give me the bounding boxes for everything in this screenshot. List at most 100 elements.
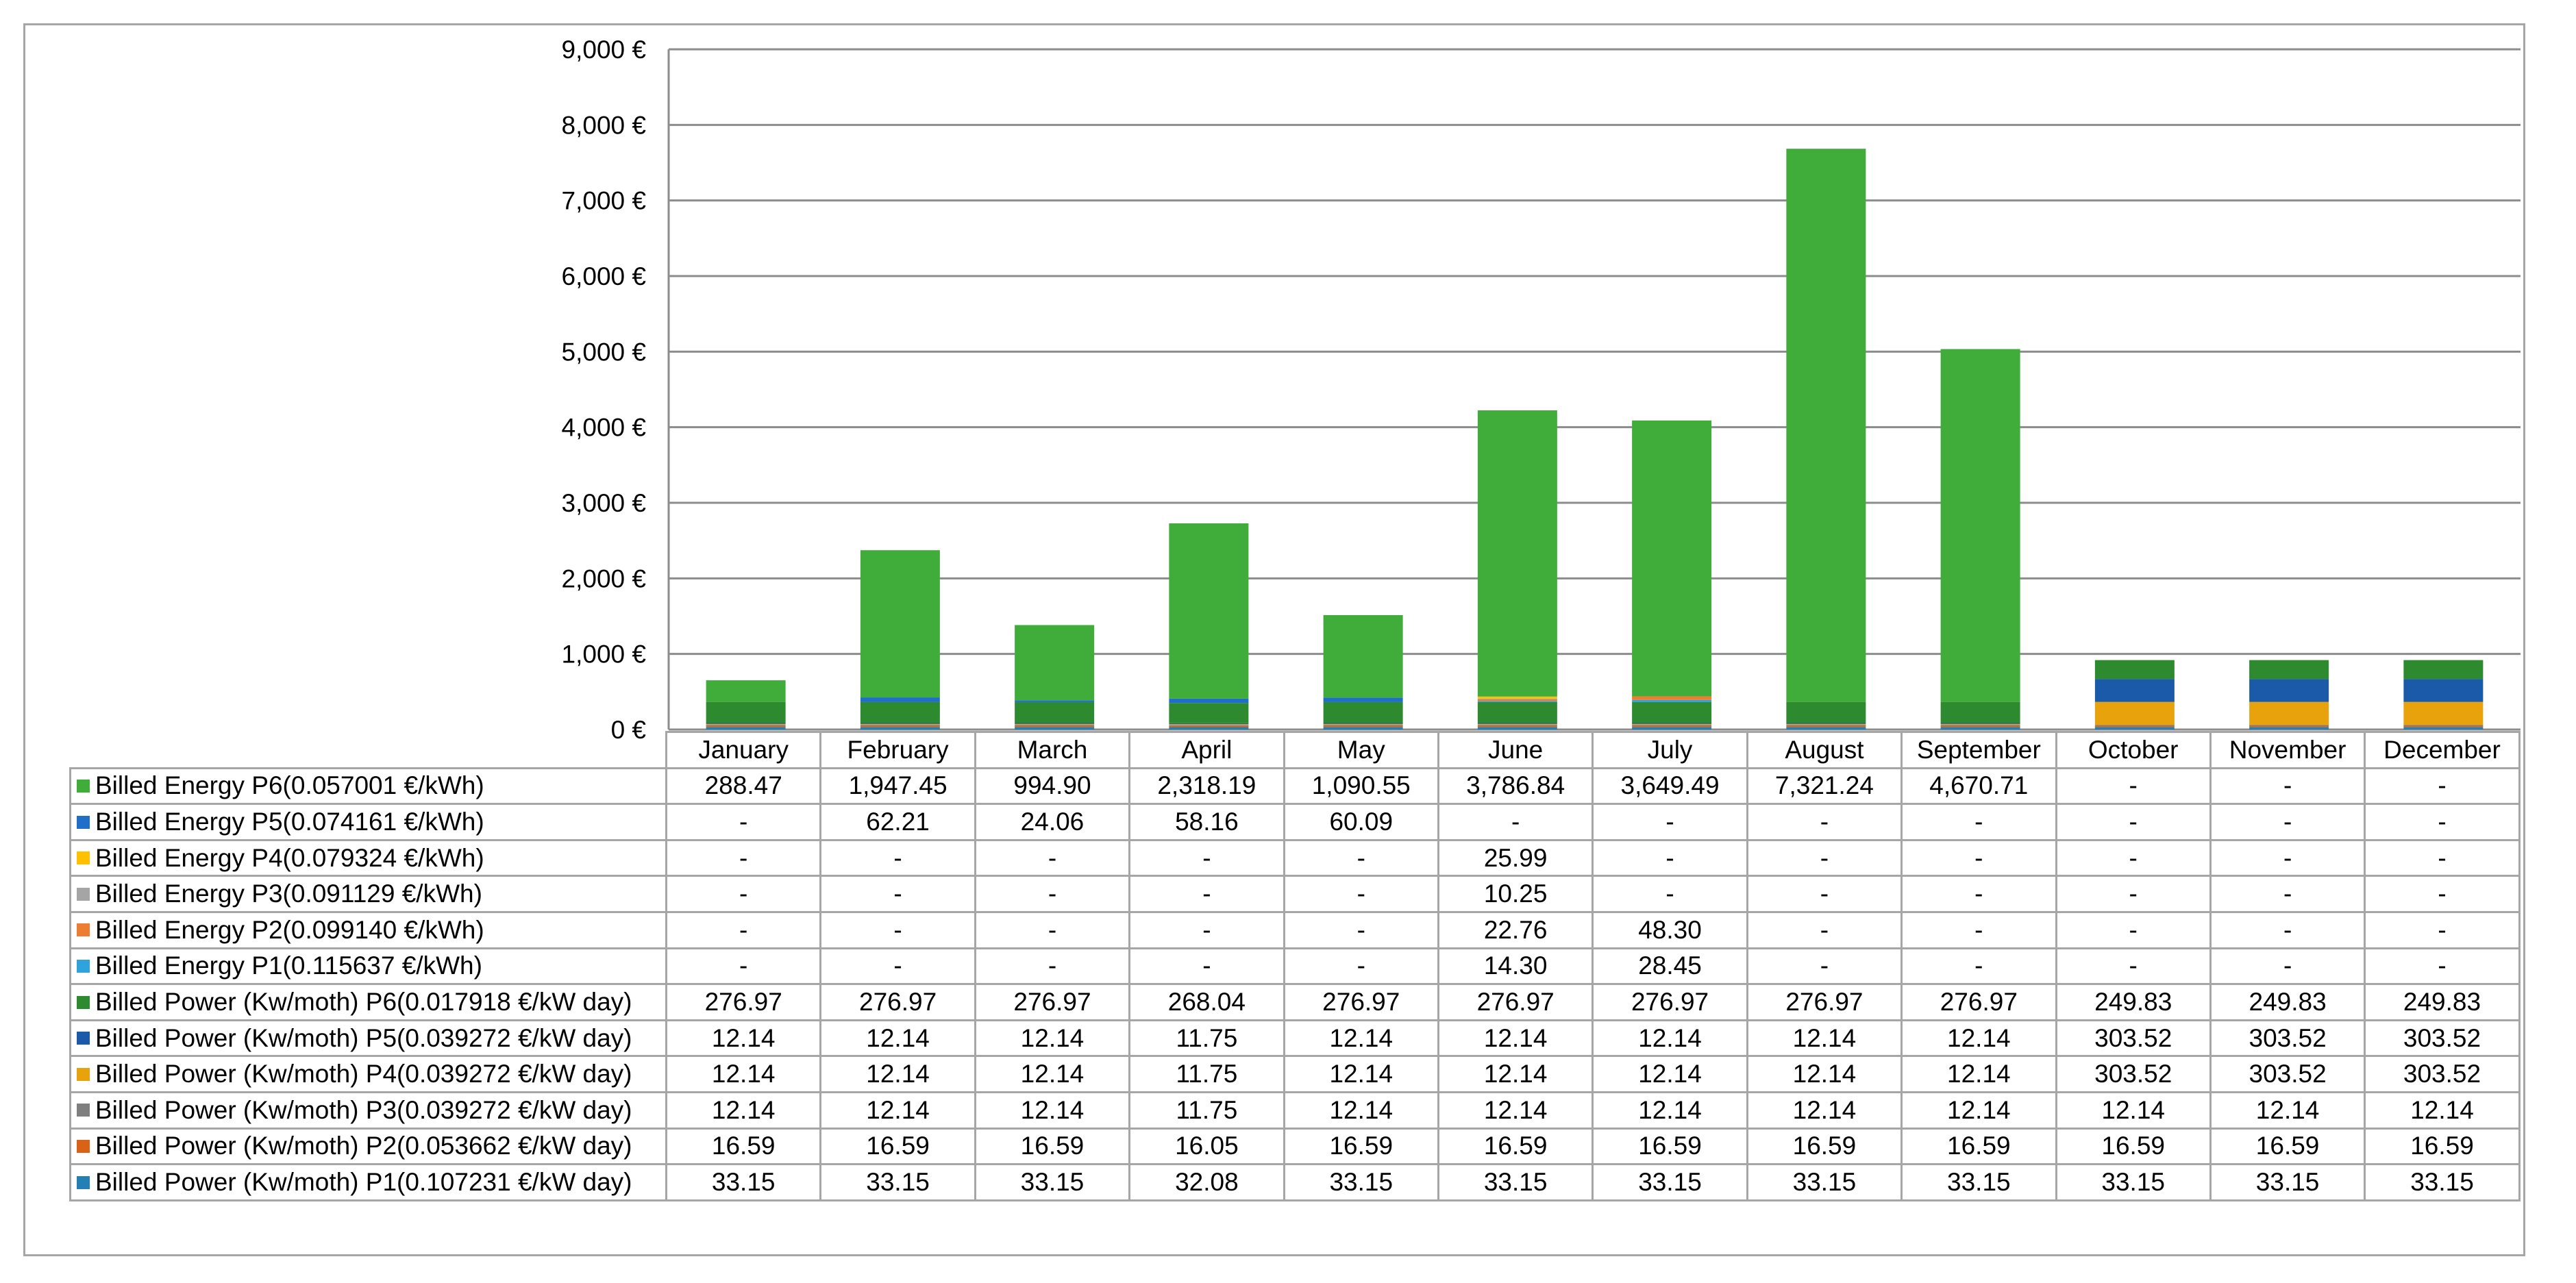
data-label: 12.14 (2210, 1092, 2364, 1128)
bar-segment (706, 680, 786, 702)
bar-segment (1169, 703, 1248, 723)
series-name: Billed Energy P2(0.099140 €/kWh) (95, 916, 484, 944)
data-label: - (1747, 804, 1901, 840)
data-label: - (1593, 804, 1747, 840)
bar-segment (2249, 679, 2329, 701)
bar-segment (2249, 726, 2329, 727)
data-table: January February March April May June July Augu… (69, 731, 2521, 1201)
data-label: 12.14 (1902, 1092, 2056, 1128)
data-label: 12.14 (1438, 1020, 1592, 1056)
y-tick-label: 8,000 € (562, 111, 647, 139)
data-label: 3,786.84 (1438, 768, 1592, 804)
bar-segment (1324, 697, 1403, 702)
data-label: - (821, 948, 975, 984)
table-row: Billed Energy P4(0.079324 €/kWh) - - - - -25.… (71, 840, 2520, 876)
data-label: - (1902, 876, 2056, 912)
bar-segment (1786, 724, 1866, 725)
bar-segment (1015, 724, 1094, 725)
data-label: 276.97 (667, 984, 821, 1021)
bar-segment (1169, 726, 1248, 727)
data-label: 10.25 (1438, 876, 1592, 912)
legend-swatch (77, 780, 90, 793)
legend-entry: Billed Power (Kw/moth) P2(0.053662 €/kW … (71, 1128, 667, 1164)
data-label: - (2210, 876, 2364, 912)
data-label: 12.14 (2365, 1092, 2519, 1128)
data-label: 58.16 (1130, 804, 1284, 840)
bar-segment (1632, 421, 1711, 697)
bar-segment (1169, 723, 1248, 724)
data-label: 16.59 (1902, 1128, 2056, 1164)
bar-segment (2403, 660, 2483, 680)
legend-entry: Billed Power (Kw/moth) P6(0.017918 €/kW … (71, 984, 667, 1021)
data-label: 25.99 (1438, 840, 1592, 876)
bar-segment (1941, 349, 2020, 702)
legend-swatch (77, 923, 90, 936)
data-label: 276.97 (1747, 984, 1901, 1021)
data-label: - (1284, 876, 1438, 912)
data-label: - (667, 876, 821, 912)
table-row: Billed Power (Kw/moth) P6(0.017918 €/kW … (71, 984, 2520, 1021)
data-label: 12.14 (1284, 1020, 1438, 1056)
x-tick-label: March (975, 732, 1129, 769)
bar-segment (1324, 724, 1403, 725)
data-label: - (2365, 840, 2519, 876)
bar-segment (2403, 702, 2483, 725)
bar-segment (2095, 679, 2175, 701)
x-tick-label: August (1747, 732, 1901, 769)
data-label: 12.14 (975, 1092, 1129, 1128)
data-label: 12.14 (1284, 1056, 1438, 1093)
table-row: Billed Power (Kw/moth) P3(0.039272 €/kW … (71, 1092, 2520, 1128)
data-label: 11.75 (1130, 1092, 1284, 1128)
data-label: - (1902, 912, 2056, 948)
data-label: - (2210, 804, 2364, 840)
bar-segment (1324, 615, 1403, 697)
bar-segment (860, 702, 940, 723)
gridlines (669, 49, 2521, 730)
data-label: 12.14 (821, 1056, 975, 1093)
data-label: - (2056, 840, 2210, 876)
data-label: - (2056, 912, 2210, 948)
data-label: 2,318.19 (1130, 768, 1284, 804)
x-tick-label: February (821, 732, 975, 769)
data-label: 288.47 (667, 768, 821, 804)
legend-entry: Billed Energy P6(0.057001 €/kWh) (71, 768, 667, 804)
table-row: Billed Energy P1(0.115637 €/kWh) - - - - -14.… (71, 948, 2520, 984)
data-label: 33.15 (2056, 1164, 2210, 1201)
bar-segment (1786, 726, 1866, 727)
bar-segment (1169, 724, 1248, 725)
data-label: 48.30 (1593, 912, 1747, 948)
bar-segment (860, 727, 940, 730)
data-label: - (1284, 840, 1438, 876)
bar-segment (860, 550, 940, 697)
data-label: 12.14 (821, 1020, 975, 1056)
data-label: 33.15 (1747, 1164, 1901, 1201)
bar-segment (706, 726, 786, 727)
data-label: - (1130, 912, 1284, 948)
data-label: - (2210, 912, 2364, 948)
data-label: 16.59 (1593, 1128, 1747, 1164)
data-label: - (2056, 876, 2210, 912)
bar-segment (1169, 727, 1248, 730)
data-label: - (1130, 876, 1284, 912)
series-name: Billed Energy P6(0.057001 €/kWh) (95, 771, 484, 799)
data-label: 12.14 (1902, 1056, 2056, 1093)
data-label: - (1747, 840, 1901, 876)
data-label: 12.14 (1593, 1020, 1747, 1056)
series-name: Billed Energy P4(0.079324 €/kWh) (95, 844, 484, 872)
data-label: 12.14 (1747, 1020, 1901, 1056)
data-label: 14.30 (1438, 948, 1592, 984)
bar-segment (1324, 727, 1403, 730)
bar-segment (860, 724, 940, 725)
bar-segment (1015, 700, 1094, 702)
data-label: 28.45 (1593, 948, 1747, 984)
table-corner (71, 732, 667, 769)
bar-segment (2403, 679, 2483, 701)
data-label: 276.97 (1902, 984, 2056, 1021)
bar-segment (1632, 702, 1711, 723)
data-label: - (1747, 912, 1901, 948)
data-label: 11.75 (1130, 1056, 1284, 1093)
data-label: 16.59 (1747, 1128, 1901, 1164)
y-tick-label: 2,000 € (562, 564, 647, 593)
bar-segment (2095, 726, 2175, 727)
bar-segment (2095, 702, 2175, 725)
